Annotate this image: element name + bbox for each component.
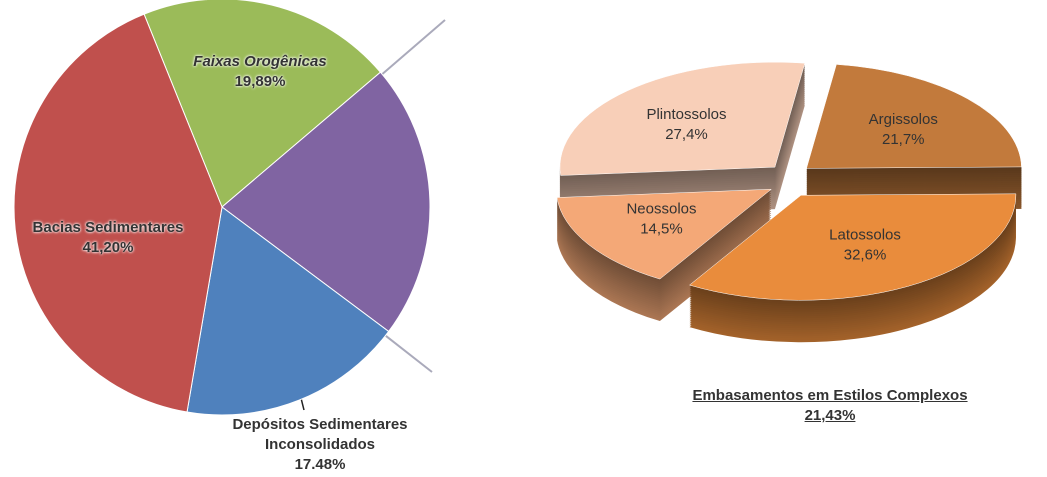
pie-slice (689, 193, 1017, 301)
slice-label: Bacias Sedimentares 41,20% (32, 219, 184, 256)
slice-value-label: 27,4% (665, 126, 708, 143)
slice-label: Faixas Orogênicas 19,89% (193, 53, 327, 90)
slice-value-label: 32,6% (844, 246, 887, 263)
pie-slice (806, 64, 1022, 169)
slice-label: Embasamentos em Estilos Complexos 21,43% (692, 387, 968, 424)
pie-slice (559, 61, 806, 176)
pie-slice (13, 13, 223, 413)
leader-line (371, 19, 446, 84)
slice-value-label: 21,7% (882, 131, 925, 148)
slice-value-label: 14,5% (640, 221, 683, 238)
slice-label: Argissolos (869, 111, 938, 128)
pie-slice (186, 206, 390, 416)
pie-slice (556, 188, 773, 280)
slice-label: Depósitos Sedimentares Inconsolidados 17.… (232, 416, 408, 473)
pie-slice (221, 71, 431, 333)
pie-slice (143, 0, 382, 208)
slice-label: Neossolos (626, 201, 696, 218)
slice-label: Plintossolos (646, 106, 726, 123)
slice-label: Latossolos (829, 226, 901, 243)
